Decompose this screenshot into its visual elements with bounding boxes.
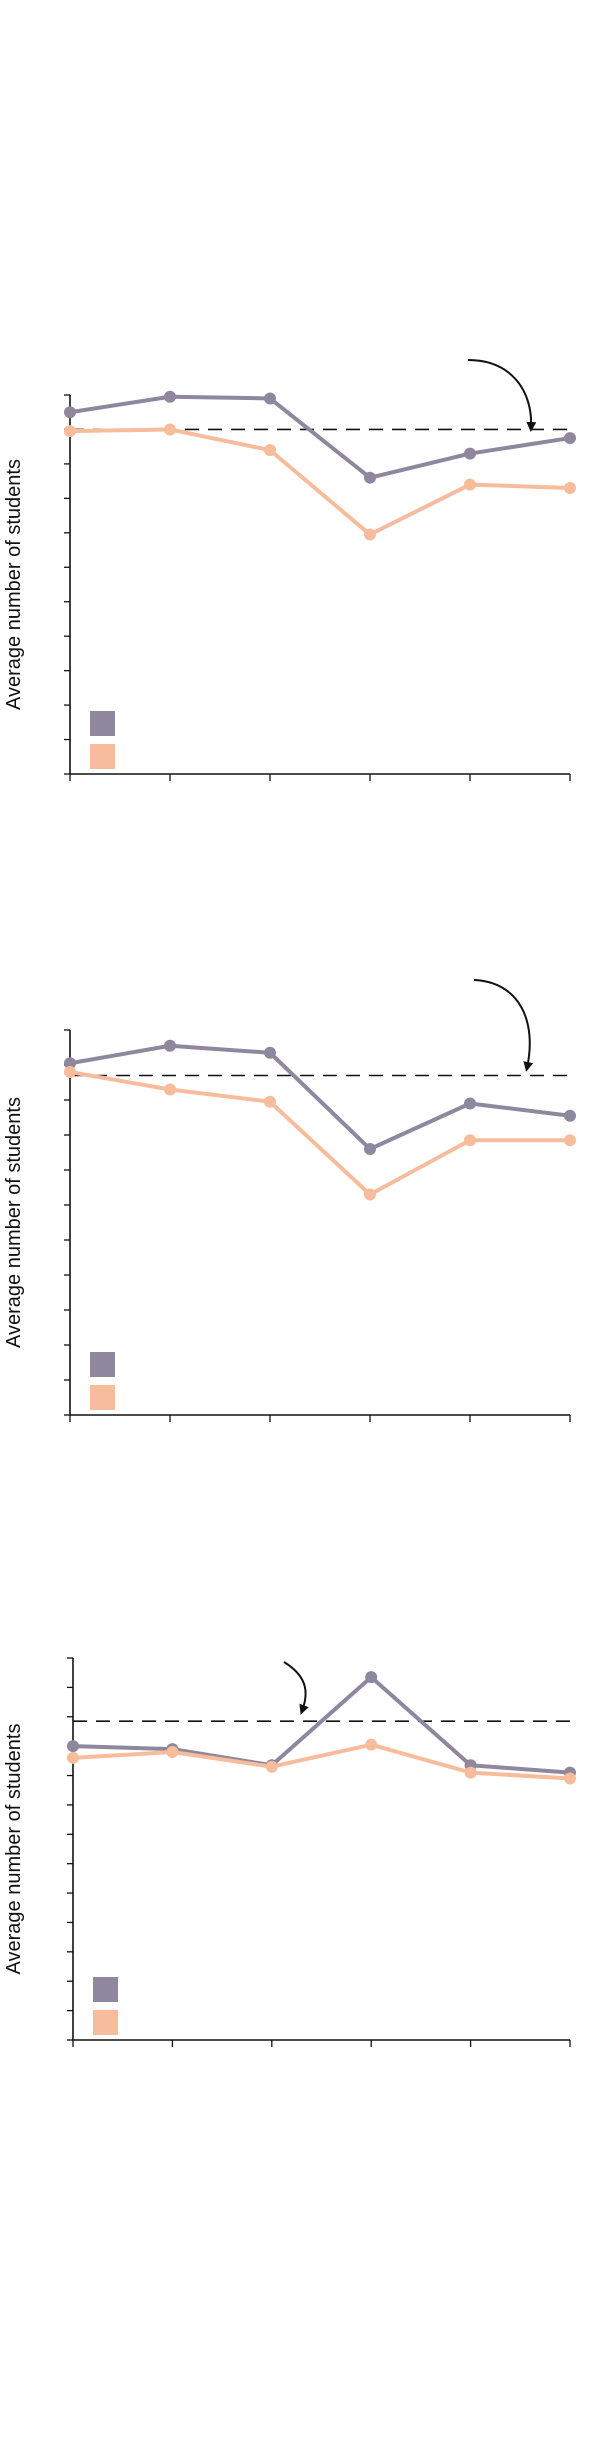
series-1-point — [164, 390, 176, 403]
series-2-point — [365, 1738, 378, 1751]
series-2-line — [71, 1742, 572, 1781]
series-1-point — [564, 432, 576, 445]
series-2-point — [264, 444, 276, 457]
series-1-point — [365, 1671, 378, 1684]
series-1-point — [64, 406, 76, 419]
series-2-point — [64, 1066, 76, 1078]
series-1-point — [364, 1143, 376, 1155]
legend-swatch-series-1 — [93, 1977, 118, 2002]
series-1-point — [64, 1057, 76, 1070]
y-axis-label: Average number of students — [3, 1724, 25, 1975]
series-2-point — [564, 1772, 576, 1785]
series-2-point — [464, 478, 476, 491]
series-2-point — [67, 1751, 79, 1764]
series-1-point — [164, 1039, 176, 1052]
series-2-point — [164, 423, 176, 436]
legend-swatch-series-2 — [90, 1385, 115, 1410]
series-1-point — [264, 1046, 276, 1059]
chart-2: Average number of students — [3, 979, 576, 1422]
series-1-line — [68, 1043, 572, 1151]
chart-1: Average number of students — [3, 359, 576, 781]
y-axis-label: Average number of students — [3, 459, 25, 710]
annotation-arrow — [467, 359, 537, 432]
series-2-point — [364, 528, 376, 541]
annotation-arrow — [283, 1661, 309, 1715]
series-2-line — [68, 427, 572, 537]
series-1-line — [71, 1675, 572, 1775]
series-1-point — [464, 447, 476, 460]
series-2-point — [564, 1134, 576, 1147]
series-2-point — [564, 482, 576, 495]
legend-swatch-series-2 — [93, 2010, 118, 2035]
series-1-point — [464, 1097, 476, 1110]
series-1-point — [67, 1740, 79, 1753]
series-2-line — [68, 1070, 572, 1197]
series-1-line — [68, 394, 572, 480]
series-2-point — [464, 1766, 477, 1779]
y-axis-label: Average number of students — [3, 1097, 25, 1348]
legend-swatch-series-1 — [90, 1352, 115, 1377]
chart-3: Average number of students — [3, 1657, 576, 2047]
legend-swatch-series-2 — [90, 744, 115, 769]
series-1-point — [264, 392, 276, 405]
legend-swatch-series-1 — [90, 711, 115, 736]
series-1-point — [564, 1109, 576, 1122]
series-2-point — [64, 425, 76, 438]
series-2-point — [364, 1188, 376, 1201]
series-2-point — [464, 1134, 476, 1147]
series-1-point — [364, 471, 376, 484]
annotation-arrow — [473, 979, 534, 1072]
series-2-point — [166, 1746, 179, 1759]
series-2-point — [265, 1760, 278, 1773]
series-2-point — [164, 1083, 176, 1096]
series-2-point — [264, 1095, 276, 1108]
